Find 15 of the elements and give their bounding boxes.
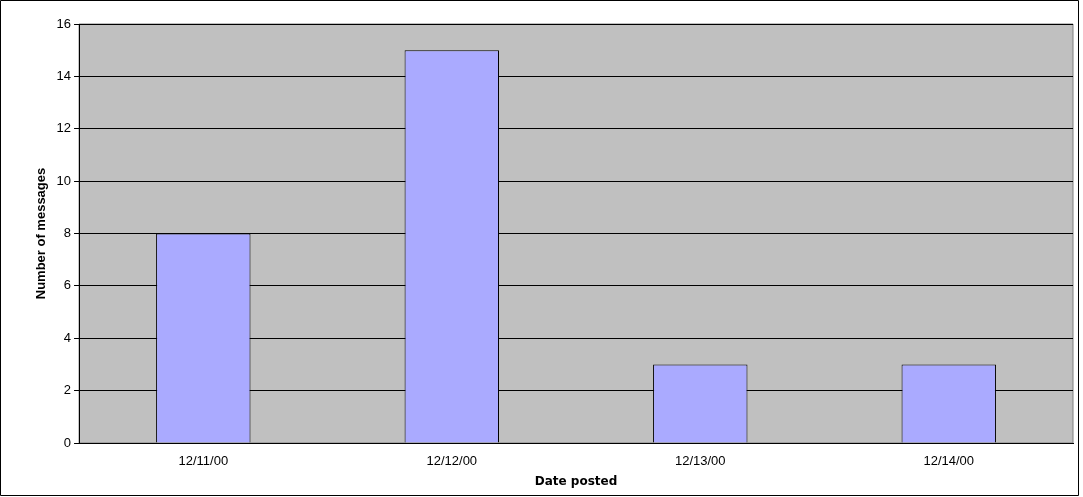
x-axis-title: Date posted [534,473,618,488]
y-axis-title: Number of messages [33,167,49,300]
x-tick-label: 12/12/00 [426,453,478,469]
y-tick-label: 2 [63,382,72,398]
y-tick-label: 12 [56,120,72,136]
y-tick-label: 4 [63,329,72,345]
y-tick-label: 14 [56,67,72,83]
y-tick-label: 16 [56,15,72,31]
y-tick-label: 6 [63,277,72,293]
x-tick-label: 12/13/00 [674,453,726,469]
y-tick-label: 0 [63,434,72,450]
x-tick-label: 12/11/00 [178,453,229,469]
y-tick-label: 8 [63,225,72,241]
x-tick-label: 12/14/00 [923,453,975,469]
y-tick-label: 10 [56,172,72,188]
